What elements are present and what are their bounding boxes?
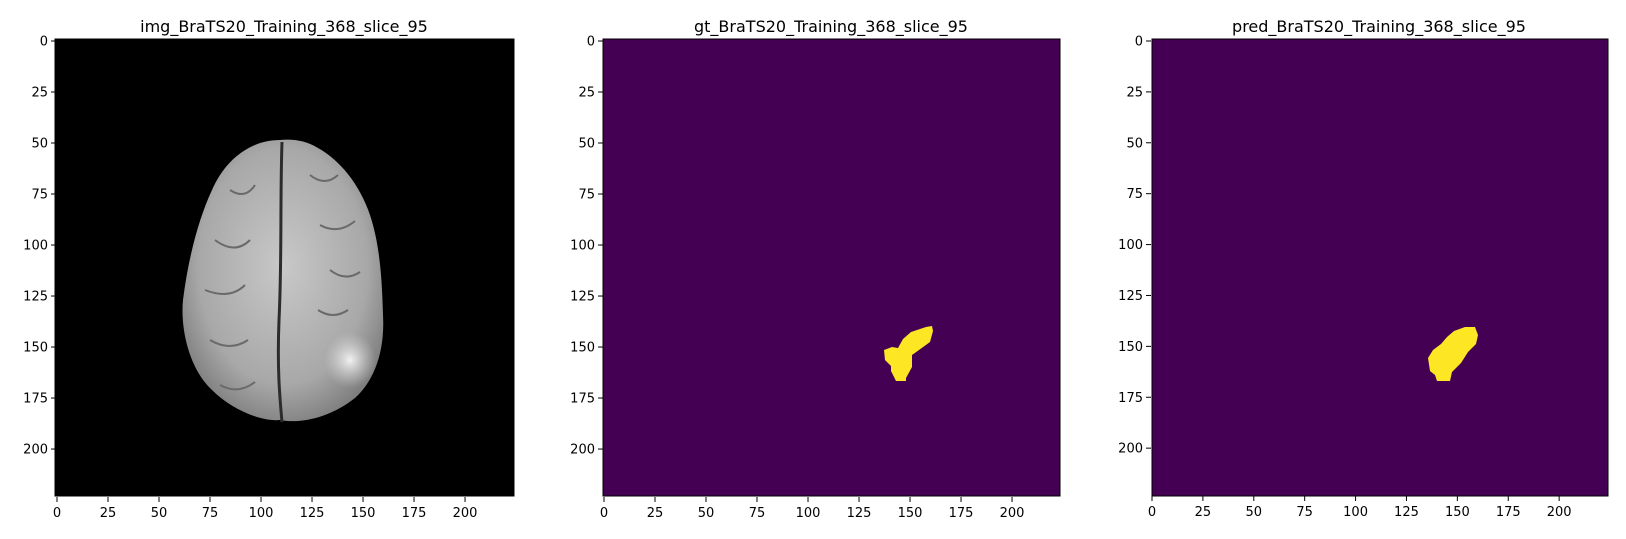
x-tick-label: 125 — [300, 506, 325, 521]
y-tick-label: 75 — [1126, 187, 1143, 202]
y-tick-label: 100 — [570, 239, 595, 254]
x-tick-label: 50 — [1246, 505, 1263, 520]
y-tick-label: 0 — [40, 35, 48, 50]
y-tick-label: 150 — [23, 341, 48, 356]
x-tick-label: 175 — [402, 506, 427, 521]
x-tick-label: 25 — [100, 506, 117, 521]
x-tick-label: 75 — [202, 506, 219, 521]
brain-midline — [276, 141, 284, 423]
y-tick-label: 150 — [1118, 340, 1143, 355]
y-tick-label: 125 — [23, 290, 48, 305]
axes-frame — [1151, 38, 1609, 497]
panel-image: img_BraTS20_Training_368_slice_95 0 25 50 7… — [23, 17, 515, 521]
panel-title: pred_BraTS20_Training_368_slice_95 — [1232, 17, 1526, 37]
y-axis: 0 25 50 75 100 125 150 175 200 — [23, 35, 56, 458]
x-axis: 0 25 50 75 100 125 150 175 200 — [600, 497, 1025, 521]
tumor-mask — [1428, 327, 1478, 381]
y-tick-label: 200 — [570, 443, 595, 458]
y-tick-label: 200 — [1118, 442, 1143, 457]
y-tick-label: 0 — [1135, 35, 1143, 50]
y-tick-label: 175 — [23, 392, 48, 407]
x-tick-label: 150 — [351, 506, 376, 521]
mask-background — [1152, 39, 1608, 496]
panel-title: img_BraTS20_Training_368_slice_95 — [140, 17, 428, 37]
y-tick-label: 150 — [570, 341, 595, 356]
x-tick-label: 0 — [1148, 505, 1156, 520]
y-tick-label: 125 — [570, 290, 595, 305]
y-tick-label: 175 — [570, 392, 595, 407]
x-tick-label: 100 — [796, 506, 821, 521]
y-tick-label: 50 — [578, 137, 595, 152]
x-tick-label: 25 — [647, 506, 664, 521]
tumor-mask — [884, 326, 933, 381]
y-tick-label: 50 — [1126, 136, 1143, 151]
x-tick-label: 125 — [847, 506, 872, 521]
y-tick-label: 25 — [31, 86, 48, 101]
axes-frame — [602, 38, 1061, 497]
x-tick-label: 200 — [1547, 505, 1572, 520]
y-tick-label: 25 — [578, 86, 595, 101]
x-tick-label: 75 — [1296, 505, 1313, 520]
x-tick-label: 0 — [53, 506, 61, 521]
mask-background — [603, 39, 1060, 496]
y-axis: 0 25 50 75 100 125 150 175 200 — [570, 35, 603, 458]
y-tick-label: 75 — [578, 188, 595, 203]
x-tick-label: 100 — [1343, 505, 1368, 520]
x-tick-label: 75 — [749, 506, 766, 521]
y-tick-label: 125 — [1118, 289, 1143, 304]
x-tick-label: 0 — [600, 506, 608, 521]
panel-title: gt_BraTS20_Training_368_slice_95 — [694, 17, 968, 37]
x-tick-label: 175 — [1496, 505, 1521, 520]
lesion-bright-region — [324, 332, 376, 388]
brain-scan — [182, 139, 384, 423]
x-tick-label: 150 — [898, 506, 923, 521]
y-tick-label: 200 — [23, 443, 48, 458]
x-tick-label: 150 — [1445, 505, 1470, 520]
x-tick-label: 25 — [1195, 505, 1212, 520]
panel-prediction: pred_BraTS20_Training_368_slice_95 0 25 50… — [1118, 17, 1609, 520]
x-tick-label: 100 — [249, 506, 274, 521]
brain-sulci — [204, 174, 361, 391]
y-tick-label: 75 — [31, 188, 48, 203]
y-tick-label: 100 — [1118, 238, 1143, 253]
panel-ground-truth: gt_BraTS20_Training_368_slice_95 0 25 50 75… — [570, 17, 1061, 521]
x-tick-label: 125 — [1394, 505, 1419, 520]
axes-frame — [54, 38, 515, 497]
x-axis: 0 25 50 75 100 125 150 175 200 — [1148, 496, 1572, 520]
x-tick-label: 200 — [453, 506, 478, 521]
x-tick-label: 200 — [1000, 506, 1025, 521]
y-axis: 0 25 50 75 100 125 150 175 200 — [1118, 35, 1151, 457]
x-axis: 0 25 50 75 100 125 150 175 200 — [53, 497, 478, 521]
x-tick-label: 175 — [949, 506, 974, 521]
x-tick-label: 50 — [698, 506, 715, 521]
y-tick-label: 0 — [587, 35, 595, 50]
x-tick-label: 50 — [151, 506, 168, 521]
y-tick-label: 25 — [1126, 85, 1143, 100]
y-tick-label: 50 — [31, 137, 48, 152]
y-tick-label: 100 — [23, 239, 48, 254]
y-tick-label: 175 — [1118, 391, 1143, 406]
